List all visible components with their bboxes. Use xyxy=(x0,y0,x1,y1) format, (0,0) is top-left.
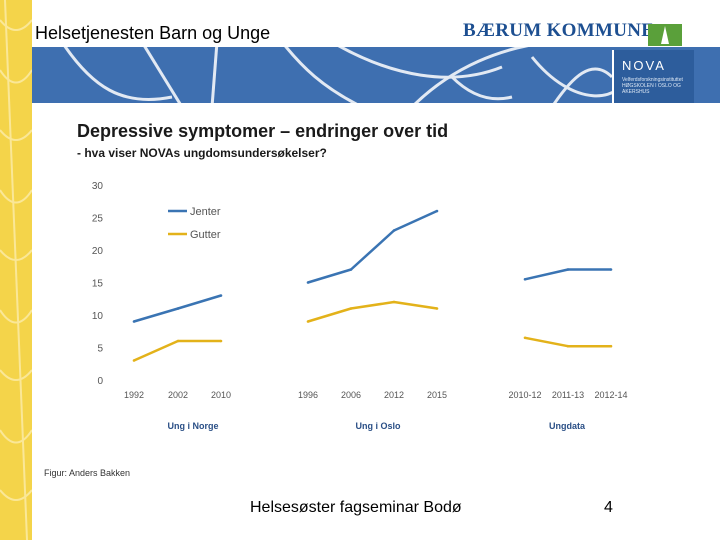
data-point-gutter xyxy=(349,307,353,310)
data-point-jenter xyxy=(566,268,570,271)
data-point-gutter xyxy=(392,300,396,304)
data-point-gutter xyxy=(435,307,439,310)
y-tick-label: 25 xyxy=(92,214,104,225)
series-line-gutter xyxy=(133,339,221,362)
y-tick-label: 0 xyxy=(97,376,103,387)
nova-subtext: Velferdsforskningsinstituttet HØGSKOLEN … xyxy=(622,77,683,95)
data-point-jenter xyxy=(392,229,396,232)
x-tick-label: 2010 xyxy=(211,390,231,400)
data-point-jenter xyxy=(306,281,310,284)
y-tick-label: 20 xyxy=(92,246,104,257)
series-line-gutter xyxy=(524,336,611,348)
group-label: Ung i Norge xyxy=(168,421,219,431)
x-tick-label: 1992 xyxy=(124,390,144,400)
left-pattern xyxy=(0,0,32,540)
x-tick-label: 2006 xyxy=(341,390,361,400)
data-point-jenter xyxy=(219,294,223,297)
x-tick-label: 1996 xyxy=(298,390,318,400)
data-point-gutter xyxy=(306,320,310,323)
chart-subtitle: - hva viser NOVAs ungdomsundersøkelser? xyxy=(77,146,327,160)
legend-label-gutter: Gutter xyxy=(190,229,221,241)
header-band xyxy=(32,47,720,103)
figure-credit: Figur: Anders Bakken xyxy=(44,468,131,478)
data-point-gutter xyxy=(523,336,527,340)
x-tick-label: 2015 xyxy=(427,390,447,400)
x-tick-label: 2012 xyxy=(384,390,404,400)
y-tick-label: 15 xyxy=(92,279,104,290)
header-band-pattern xyxy=(63,47,634,103)
series-line-jenter xyxy=(307,209,438,284)
data-point-jenter xyxy=(132,320,136,323)
baerum-kommune-logo-text: BÆRUM KOMMUNE xyxy=(463,20,655,41)
data-point-jenter xyxy=(349,268,353,271)
legend-label-jenter: Jenter xyxy=(190,206,221,218)
y-tick-label: 30 xyxy=(92,181,104,192)
footer-text: Helsesøster fagseminar Bodø xyxy=(250,499,462,516)
page-number: 4 xyxy=(604,499,613,516)
data-point-gutter xyxy=(176,339,180,343)
left-decorative-band xyxy=(0,0,32,540)
nova-logo-icon xyxy=(612,50,694,103)
data-point-gutter xyxy=(132,359,136,362)
chart-title: Depressive symptomer – endringer over ti… xyxy=(77,121,449,141)
x-tick-label: 2012-14 xyxy=(594,390,627,400)
y-tick-label: 10 xyxy=(92,311,104,322)
data-point-jenter xyxy=(176,307,180,310)
data-point-jenter xyxy=(523,278,527,281)
kommune-crest-icon xyxy=(648,24,682,46)
group-label: Ungdata xyxy=(549,421,586,431)
data-point-gutter xyxy=(219,339,223,343)
y-tick-label: 5 xyxy=(97,344,103,355)
data-point-gutter xyxy=(566,344,570,348)
series-line-jenter xyxy=(133,294,222,323)
nova-logo-text: NOVA xyxy=(622,58,666,73)
series-line-jenter xyxy=(524,268,611,281)
data-point-gutter xyxy=(609,344,613,348)
series-line-gutter xyxy=(307,300,438,323)
x-tick-label: 2010-12 xyxy=(508,390,541,400)
group-label: Ung i Oslo xyxy=(356,421,402,431)
x-tick-label: 2002 xyxy=(168,390,188,400)
x-tick-label: 2011-13 xyxy=(552,390,584,400)
data-point-jenter xyxy=(435,209,439,213)
data-point-jenter xyxy=(609,268,613,271)
header-title: Helsetjenesten Barn og Unge xyxy=(35,23,271,43)
